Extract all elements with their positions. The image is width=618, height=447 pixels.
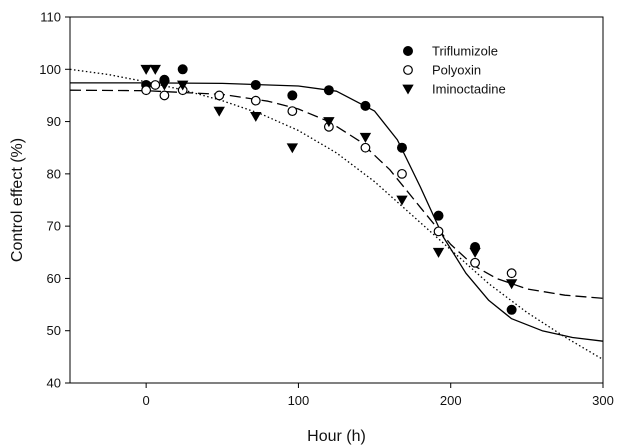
data-point-iminoctadine (432, 247, 445, 258)
data-point-iminoctadine (505, 279, 518, 290)
data-point-polyoxin (506, 268, 517, 279)
fit-curves (69, 68, 604, 361)
x-axis-title: Hour (h) (307, 428, 366, 445)
data-point-triflumizole (323, 85, 334, 96)
y-tick-label: 60 (47, 271, 61, 286)
data-point-polyoxin (287, 106, 298, 117)
data-point-iminoctadine (250, 111, 262, 122)
y-tick-label: 90 (47, 114, 61, 129)
y-tick-label: 80 (47, 166, 61, 181)
fit-curve-triflumizole (70, 82, 604, 342)
data-point-polyoxin (433, 226, 444, 237)
data-point-polyoxin (214, 90, 225, 101)
data-point-triflumizole (250, 79, 261, 90)
data-point-polyoxin (159, 90, 170, 101)
data-point-iminoctadine (177, 80, 189, 91)
y-tick-label: 50 (47, 323, 61, 338)
data-point-triflumizole (360, 100, 371, 111)
legend-marker-triflumizole (403, 46, 413, 56)
legend-marker-iminoctadine (402, 84, 414, 95)
x-tick-label: 300 (592, 393, 614, 408)
legend: Triflumizole Polyoxin Iminoctadine (402, 44, 506, 97)
data-point-polyoxin (470, 257, 480, 268)
data-point-triflumizole (396, 142, 407, 153)
data-point-polyoxin (141, 85, 152, 96)
series-triflumizole (141, 64, 517, 315)
data-point-iminoctadine (149, 64, 161, 75)
data-point-polyoxin (360, 142, 371, 153)
fit-curve-polyoxin (69, 89, 604, 299)
data-point-iminoctadine (286, 143, 299, 154)
series-iminoctadine (140, 64, 518, 290)
data-point-triflumizole (506, 304, 517, 315)
plot-frame (69, 16, 604, 384)
y-axis-title: Control effect (%) (9, 138, 26, 262)
x-tick-label: 100 (288, 393, 310, 408)
data-point-polyoxin (150, 80, 161, 90)
data-point-iminoctadine (359, 132, 372, 143)
data-point-polyoxin (250, 95, 261, 106)
legend-marker-polyoxin (403, 65, 413, 75)
fit-curve-iminoctadine (69, 68, 604, 361)
y-tick-label: 70 (47, 219, 61, 234)
data-point-triflumizole (433, 210, 444, 221)
data-point-triflumizole (177, 64, 188, 75)
data-point-iminoctadine (158, 80, 171, 91)
x-tick-label: 200 (440, 393, 462, 408)
data-point-polyoxin (397, 168, 407, 179)
data-point-iminoctadine (396, 195, 408, 206)
data-point-iminoctadine (323, 117, 335, 128)
legend-label-iminoctadine: Iminoctadine (432, 82, 506, 97)
data-points (140, 64, 518, 315)
data-point-iminoctadine (213, 106, 225, 117)
axis-ticks: 0 100 200 300 40 50 60 70 80 90 100 110 (39, 10, 614, 409)
x-tick-label: 0 (143, 393, 150, 408)
series-polyoxin (141, 80, 517, 279)
legend-label-polyoxin: Polyoxin (432, 63, 481, 78)
data-point-iminoctadine (469, 247, 481, 258)
y-tick-label: 110 (40, 10, 61, 25)
data-point-iminoctadine (140, 64, 152, 75)
y-tick-label: 40 (47, 376, 61, 391)
data-point-triflumizole (287, 90, 298, 101)
legend-label-triflumizole: Triflumizole (432, 44, 498, 59)
y-tick-label: 100 (39, 62, 61, 77)
